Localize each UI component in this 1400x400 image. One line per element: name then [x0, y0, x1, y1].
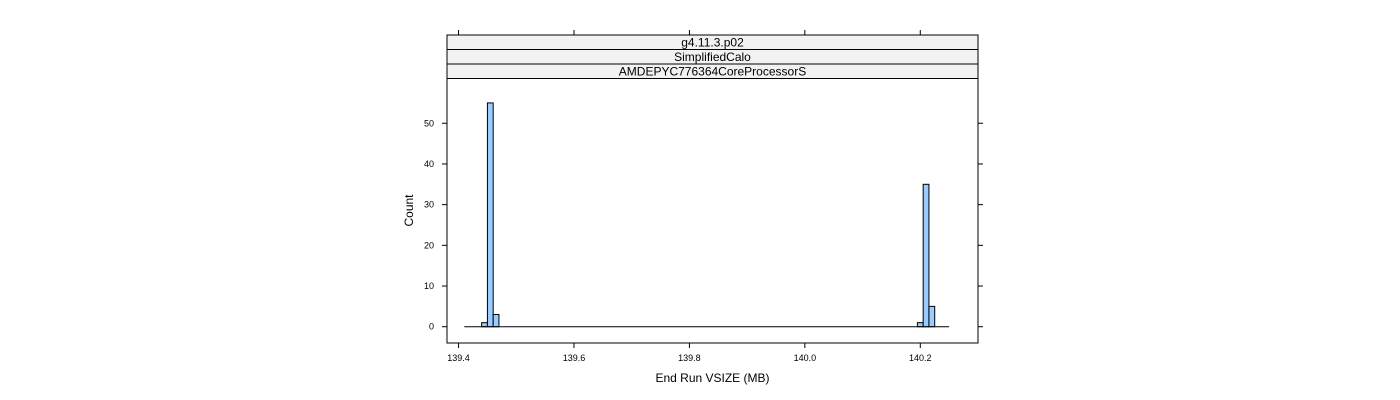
y-tick-label: 50: [424, 118, 434, 128]
strip-3-label: AMDEPYC776364CoreProcessorS: [619, 65, 806, 79]
x-tick-label: 139.4: [447, 353, 470, 363]
x-tick-label: 140.0: [794, 353, 817, 363]
histogram-bar: [928, 305, 936, 328]
histogram-bar: [916, 322, 924, 328]
histogram-bar: [481, 322, 488, 328]
y-axis-title: Count: [402, 194, 416, 227]
strip-1-label: g4.11.3.p02: [681, 36, 744, 50]
y-tick-label: 20: [424, 240, 434, 250]
plot-panel: [446, 78, 979, 344]
x-tick-label: 139.8: [678, 353, 701, 363]
x-tick-label: 140.2: [909, 353, 932, 363]
strip-2-label: SimplifiedCalo: [674, 50, 751, 64]
x-tick-label: 139.6: [563, 353, 586, 363]
y-tick-label: 40: [424, 159, 434, 169]
histogram-bar: [486, 102, 494, 328]
histogram-bars: [481, 102, 936, 328]
y-tick-label: 0: [429, 322, 434, 332]
y-tick-label: 10: [424, 281, 434, 291]
histogram-bar: [492, 314, 500, 328]
histogram-bar: [922, 183, 930, 328]
x-axis: 139.4 139.6 139.8 140.0 140.2: [447, 30, 932, 363]
y-axis: 0 10 20 30 40 50: [424, 118, 983, 332]
y-tick-label: 30: [424, 200, 434, 210]
x-axis-title: End Run VSIZE (MB): [655, 371, 769, 385]
strip-labels: g4.11.3.p02 SimplifiedCalo AMDEPYC776364…: [446, 34, 979, 79]
